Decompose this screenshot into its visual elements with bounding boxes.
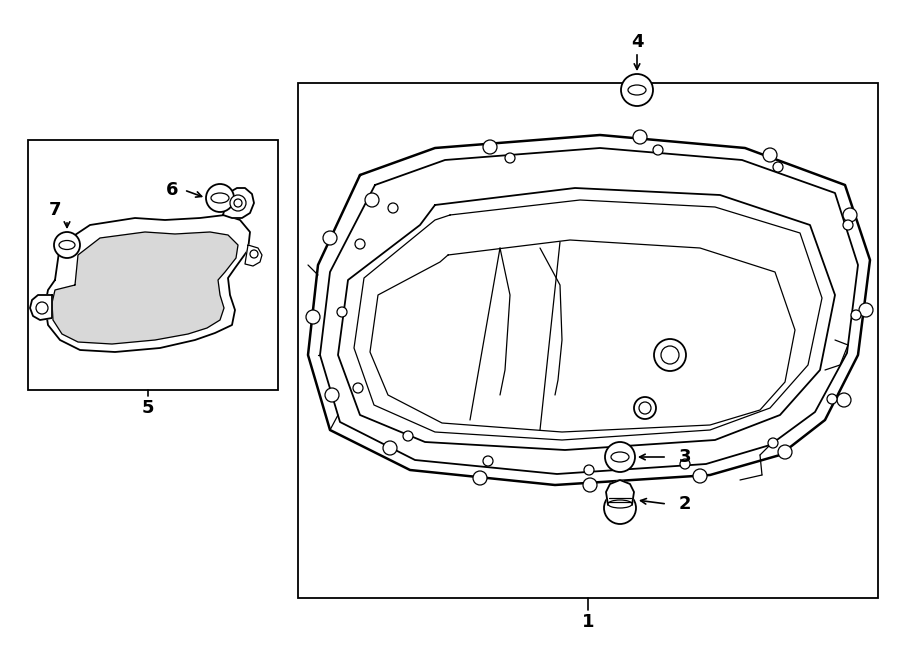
Bar — [28, 140, 278, 390]
Circle shape — [250, 250, 258, 258]
Circle shape — [693, 469, 707, 483]
Text: 3: 3 — [679, 448, 691, 466]
Circle shape — [323, 231, 337, 245]
Polygon shape — [45, 215, 250, 352]
Polygon shape — [245, 245, 262, 266]
Circle shape — [654, 339, 686, 371]
Text: 2: 2 — [679, 495, 691, 513]
Circle shape — [763, 148, 777, 162]
Circle shape — [306, 310, 320, 324]
Circle shape — [604, 492, 636, 524]
Text: 4: 4 — [631, 33, 644, 51]
Text: 6: 6 — [166, 181, 178, 199]
Circle shape — [473, 471, 487, 485]
Circle shape — [605, 442, 635, 472]
Circle shape — [355, 239, 365, 249]
Ellipse shape — [59, 241, 75, 249]
Bar — [298, 83, 878, 598]
Circle shape — [388, 203, 398, 213]
Circle shape — [54, 232, 80, 258]
Circle shape — [483, 456, 493, 466]
Circle shape — [403, 431, 413, 441]
Ellipse shape — [608, 500, 632, 508]
Circle shape — [583, 478, 597, 492]
Circle shape — [230, 195, 246, 211]
Circle shape — [661, 346, 679, 364]
Circle shape — [206, 184, 234, 212]
Circle shape — [639, 402, 651, 414]
Circle shape — [383, 441, 397, 455]
Circle shape — [621, 74, 653, 106]
Ellipse shape — [628, 85, 646, 95]
Circle shape — [773, 162, 783, 172]
Circle shape — [36, 302, 48, 314]
Circle shape — [851, 310, 861, 320]
Circle shape — [353, 383, 363, 393]
Polygon shape — [223, 188, 254, 218]
Circle shape — [859, 303, 873, 317]
Circle shape — [365, 193, 379, 207]
Text: 5: 5 — [142, 399, 154, 417]
Circle shape — [680, 459, 690, 469]
Circle shape — [483, 140, 497, 154]
Circle shape — [768, 438, 778, 448]
Circle shape — [584, 465, 594, 475]
Circle shape — [633, 130, 647, 144]
Text: 1: 1 — [581, 613, 594, 631]
Text: 7: 7 — [49, 201, 61, 219]
Circle shape — [505, 153, 515, 163]
Circle shape — [778, 445, 792, 459]
Circle shape — [827, 394, 837, 404]
Ellipse shape — [611, 452, 629, 462]
Polygon shape — [606, 480, 634, 505]
Polygon shape — [52, 232, 238, 344]
Circle shape — [634, 397, 656, 419]
Circle shape — [325, 388, 339, 402]
Circle shape — [653, 145, 663, 155]
Circle shape — [843, 208, 857, 222]
Circle shape — [337, 307, 347, 317]
Polygon shape — [30, 295, 52, 320]
Ellipse shape — [211, 193, 229, 203]
Circle shape — [234, 199, 242, 207]
Circle shape — [837, 393, 851, 407]
Circle shape — [843, 220, 853, 230]
